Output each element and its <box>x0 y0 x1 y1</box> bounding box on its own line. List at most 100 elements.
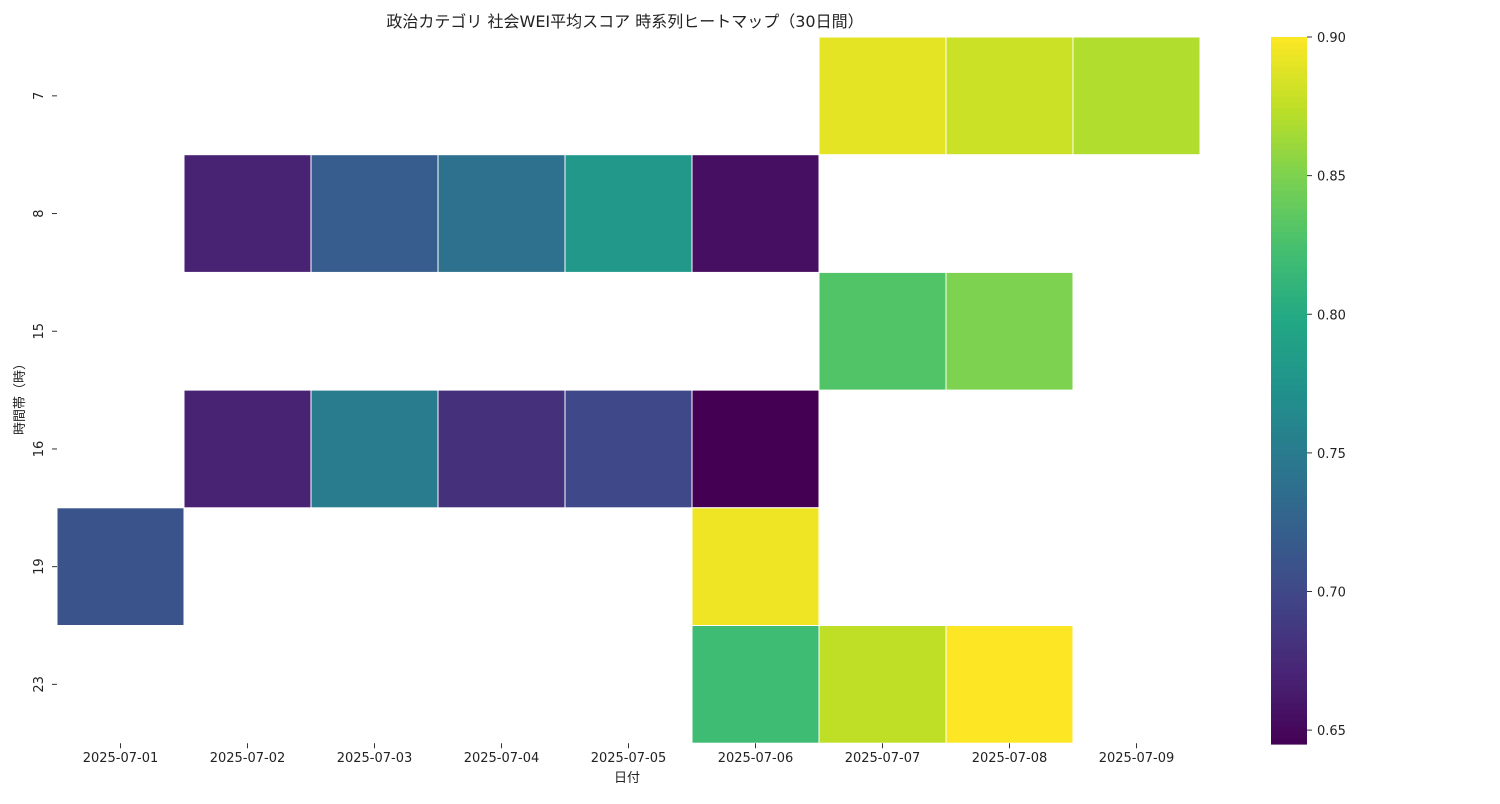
colorbar-segment <box>1271 390 1307 397</box>
colorbar-segment <box>1271 296 1307 303</box>
colorbar-segment <box>1271 78 1307 85</box>
colorbar-segment <box>1271 284 1307 291</box>
colorbar-segment <box>1271 254 1307 262</box>
heatmap-cell-8-2025-07-06 <box>691 154 820 273</box>
x-axis-label: 日付 <box>614 771 640 786</box>
colorbar-segment <box>1271 732 1307 739</box>
y-tick-label: 8 <box>32 209 47 217</box>
colorbar-segment <box>1271 72 1307 79</box>
colorbar-segment <box>1271 679 1307 686</box>
y-axis-ticks: 7 8 15 16 19 23 <box>32 92 57 693</box>
colorbar-segment <box>1271 496 1307 504</box>
colorbar-segment <box>1271 531 1307 539</box>
colorbar-segment <box>1271 349 1307 356</box>
colorbar-segment <box>1271 738 1307 745</box>
colorbar-segment <box>1271 48 1307 56</box>
heatmap-cell-15-2025-07-07 <box>818 271 947 391</box>
colorbar-segment <box>1271 225 1307 233</box>
heatmap-cell-8-2025-07-04 <box>437 154 566 273</box>
colorbar-segment <box>1271 113 1307 121</box>
colorbar-segment <box>1271 154 1307 162</box>
colorbar-segment <box>1271 472 1307 480</box>
colorbar-segment <box>1271 467 1307 474</box>
colorbar-segment <box>1271 66 1307 73</box>
colorbar-segment <box>1271 184 1307 191</box>
colorbar-segment <box>1271 655 1307 663</box>
colorbar-segment <box>1271 673 1307 680</box>
colorbar-tick-label: 0.85 <box>1317 170 1346 185</box>
colorbar-segment <box>1271 166 1307 174</box>
colorbar-segment <box>1271 584 1307 592</box>
colorbar-segment <box>1271 602 1307 610</box>
colorbar-segment <box>1271 537 1307 545</box>
colorbar-segment <box>1271 590 1307 598</box>
x-tick-label: 2025-07-05 <box>591 751 667 766</box>
heatmap-cell-23-2025-07-06 <box>691 625 820 744</box>
heatmap-cell-7-2025-07-07 <box>818 36 947 156</box>
heatmap-cell-15-2025-07-08 <box>945 271 1074 391</box>
colorbar-segment <box>1271 160 1307 168</box>
x-tick-label: 2025-07-06 <box>718 751 794 766</box>
heatmap-cell-23-2025-07-07 <box>818 625 947 744</box>
colorbar-segment <box>1271 514 1307 521</box>
y-tick-label: 16 <box>32 441 47 458</box>
colorbar-segment <box>1271 543 1307 551</box>
colorbar-segment <box>1271 266 1307 274</box>
colorbar-segment <box>1271 207 1307 215</box>
y-tick-label: 23 <box>32 676 47 693</box>
colorbar-segment <box>1271 302 1307 309</box>
colorbar-segment <box>1271 278 1307 286</box>
colorbar-segment <box>1271 579 1307 586</box>
colorbar-segment <box>1271 219 1307 227</box>
colorbar-segment <box>1271 90 1307 97</box>
x-tick-label: 2025-07-07 <box>845 751 921 766</box>
colorbar-segment <box>1271 508 1307 515</box>
colorbar-segment <box>1271 708 1307 716</box>
x-tick-label: 2025-07-03 <box>337 751 413 766</box>
colorbar-segment <box>1271 696 1307 704</box>
colorbar-segment <box>1271 42 1307 50</box>
colorbar-segment <box>1271 201 1307 209</box>
colorbar-segment <box>1271 313 1307 321</box>
colorbar-segment <box>1271 685 1307 692</box>
colorbar-segment <box>1271 308 1307 315</box>
colorbar-segment <box>1271 402 1307 409</box>
colorbar-segment <box>1271 54 1307 62</box>
colorbar-segment <box>1271 325 1307 333</box>
colorbar-segment <box>1271 95 1307 103</box>
colorbar-segment <box>1271 649 1307 657</box>
colorbar-segment <box>1271 190 1307 197</box>
colorbar-segment <box>1271 290 1307 297</box>
colorbar-segment <box>1271 449 1307 456</box>
colorbar-segment <box>1271 119 1307 126</box>
heatmap-cell-7-2025-07-09 <box>1072 36 1201 156</box>
colorbar-segment <box>1271 408 1307 415</box>
colorbar-tick-label: 0.90 <box>1317 31 1346 46</box>
colorbar-segment <box>1271 455 1307 462</box>
colorbar-segment <box>1271 84 1307 91</box>
colorbar-segment <box>1271 549 1307 557</box>
colorbar-segment <box>1271 632 1307 639</box>
colorbar-segment <box>1271 237 1307 244</box>
x-tick-label: 2025-07-02 <box>210 751 286 766</box>
colorbar-segment <box>1271 596 1307 604</box>
colorbar-segment <box>1271 720 1307 727</box>
heatmap-cells <box>56 36 1201 744</box>
colorbar-segment <box>1271 143 1307 150</box>
heatmap-cell-8-2025-07-05 <box>564 154 693 273</box>
colorbar-segment <box>1271 37 1307 44</box>
colorbar-segment <box>1271 231 1307 238</box>
colorbar-segment <box>1271 431 1307 439</box>
colorbar-segment <box>1271 690 1307 698</box>
colorbar-segment <box>1271 272 1307 280</box>
colorbar-segment <box>1271 478 1307 486</box>
colorbar-segment <box>1271 490 1307 498</box>
y-tick-label: 19 <box>32 558 47 575</box>
heatmap-cell-16-2025-07-06 <box>691 389 820 509</box>
colorbar-segment <box>1271 661 1307 669</box>
colorbar-segment <box>1271 148 1307 156</box>
colorbar-segment <box>1271 561 1307 568</box>
colorbar-segment <box>1271 337 1307 344</box>
